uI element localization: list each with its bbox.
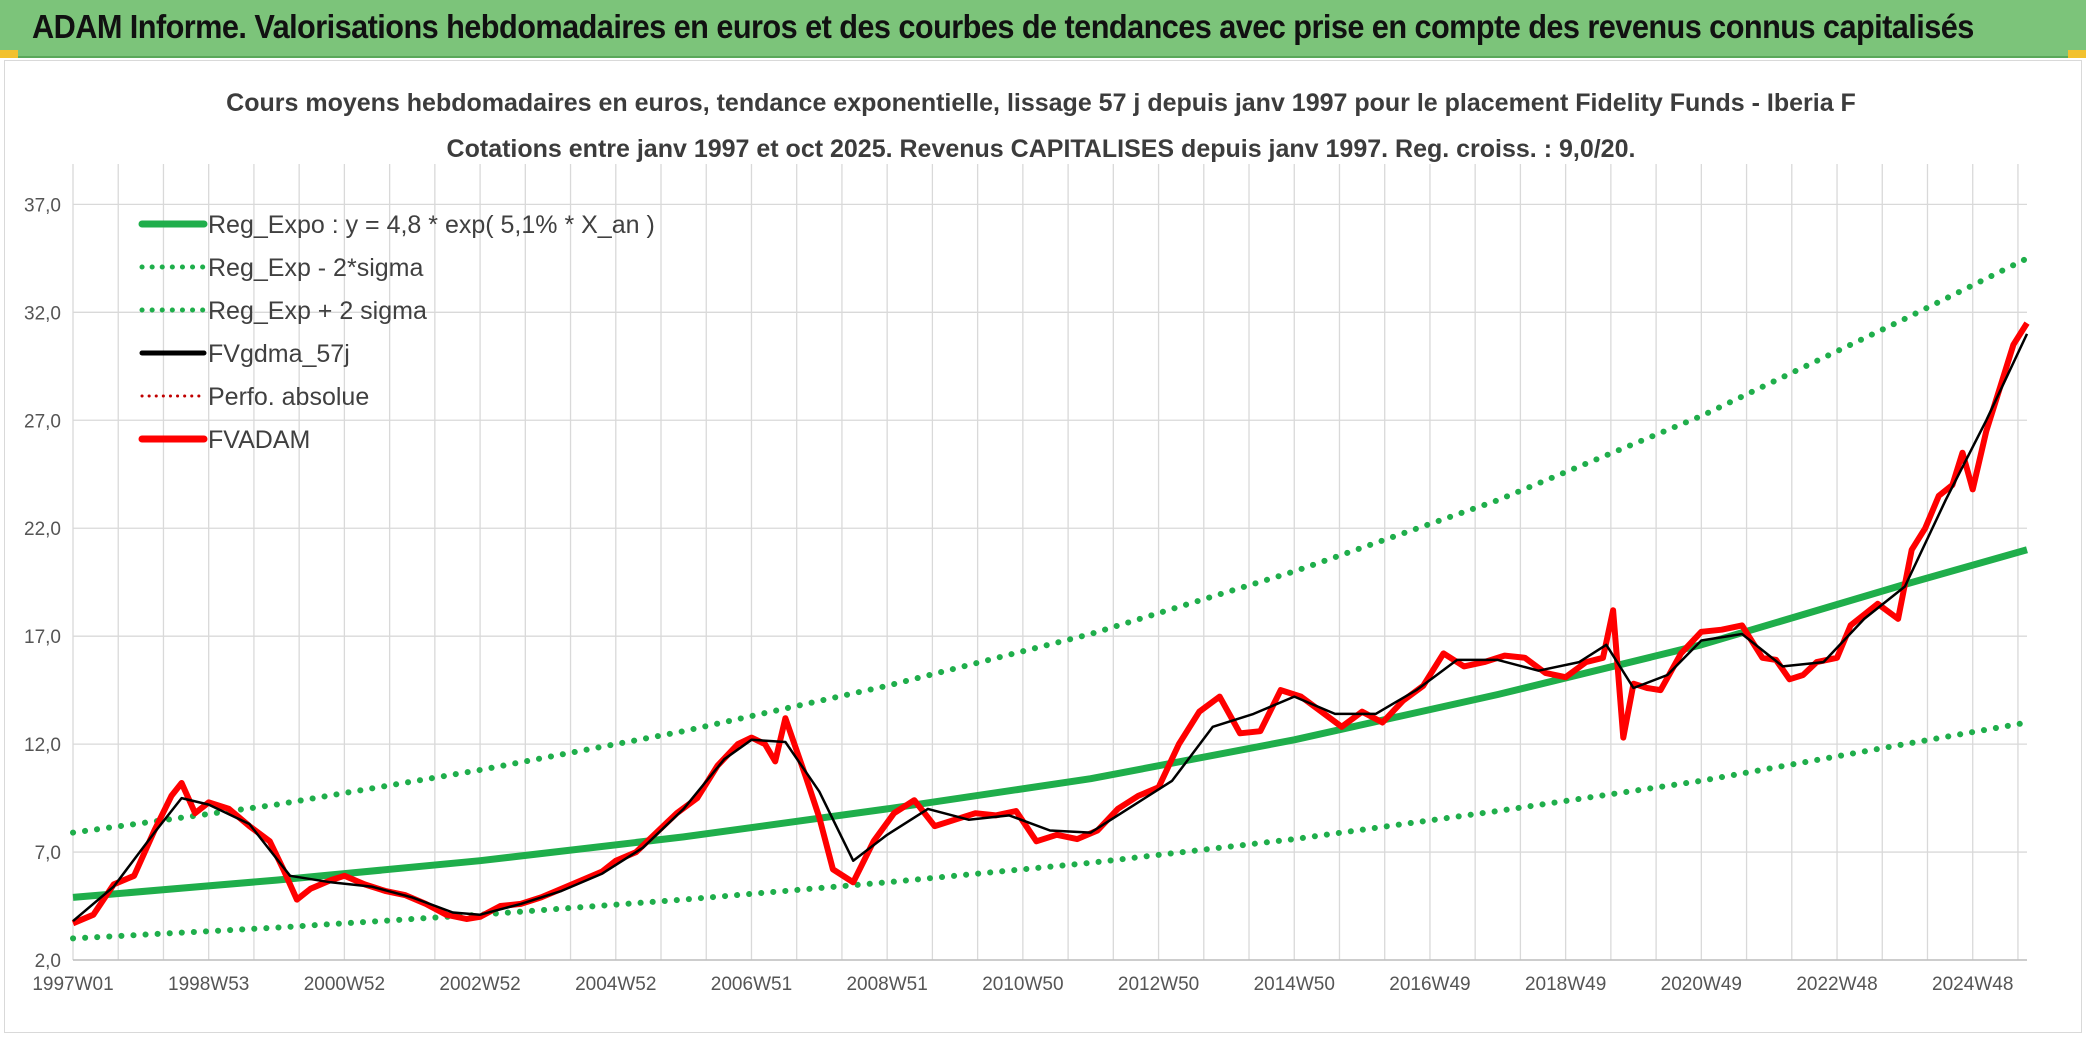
series-reg-expo [72,546,2028,901]
x-tick-label: 1998W53 [168,974,249,995]
x-tick-label: 2008W51 [846,974,927,995]
banner-accent-left [0,50,18,58]
x-tick-label: 2000W52 [304,974,385,995]
chart-frame [4,60,2082,1033]
y-tick-label: 17,0 [24,627,61,648]
series-fvadam [71,321,2030,927]
x-tick-label: 2016W49 [1389,974,1470,995]
y-tick-label: 32,0 [24,303,61,324]
x-tick-label: 2020W49 [1661,974,1742,995]
series-reg-minus-2sigma [70,719,2030,942]
header-banner: ADAM Informe. Valorisations hebdomadaire… [0,0,2086,58]
legend-label-gdma: FVgdma_57j [208,340,350,368]
x-tick-label: 2012W50 [1118,974,1199,995]
chart-title-line1: Cours moyens hebdomadaires en euros, ten… [226,89,1856,117]
banner-accent-right [2068,50,2086,58]
x-tick-label: 2018W49 [1525,974,1606,995]
x-tick-label: 1997W01 [32,974,113,995]
axis-layer: Cours moyens hebdomadaires en euros, ten… [24,89,2027,995]
y-tick-label: 22,0 [24,519,61,540]
x-tick-label: 2024W48 [1932,974,2013,995]
y-tick-label: 12,0 [24,735,61,756]
series-layer [70,255,2030,942]
y-tick-label: 2,0 [35,951,61,972]
y-tick-label: 27,0 [24,411,61,432]
y-tick-label: 37,0 [24,195,61,216]
grid-layer [72,164,2027,961]
legend-label-minus: Reg_Exp - 2*sigma [208,254,423,282]
legend-label-plus: Reg_Exp + 2 sigma [208,297,427,325]
legend-label-perfo: Perfo. absolue [208,383,369,411]
x-tick-label: 2010W50 [982,974,1063,995]
x-tick-label: 2002W52 [439,974,520,995]
chart-legend: Reg_Expo : y = 4,8 * exp( 5,1% * X_an ) R… [138,211,655,454]
x-tick-label: 2014W50 [1254,974,1335,995]
chart-title-line2: Cotations entre janv 1997 et oct 2025. R… [447,135,1636,163]
y-tick-label: 7,0 [35,843,61,864]
x-tick-label: 2022W48 [1796,974,1877,995]
series-fvgdma-57j [72,333,2029,923]
series-reg-plus-2sigma [70,255,2030,836]
x-tick-label: 2004W52 [575,974,656,995]
legend-label-adam: FVADAM [208,426,310,454]
page-title: ADAM Informe. Valorisations hebdomadaire… [32,8,1974,45]
legend-label-reg: Reg_Expo : y = 4,8 * exp( 5,1% * X_an ) [208,211,655,239]
x-tick-label: 2006W51 [711,974,792,995]
